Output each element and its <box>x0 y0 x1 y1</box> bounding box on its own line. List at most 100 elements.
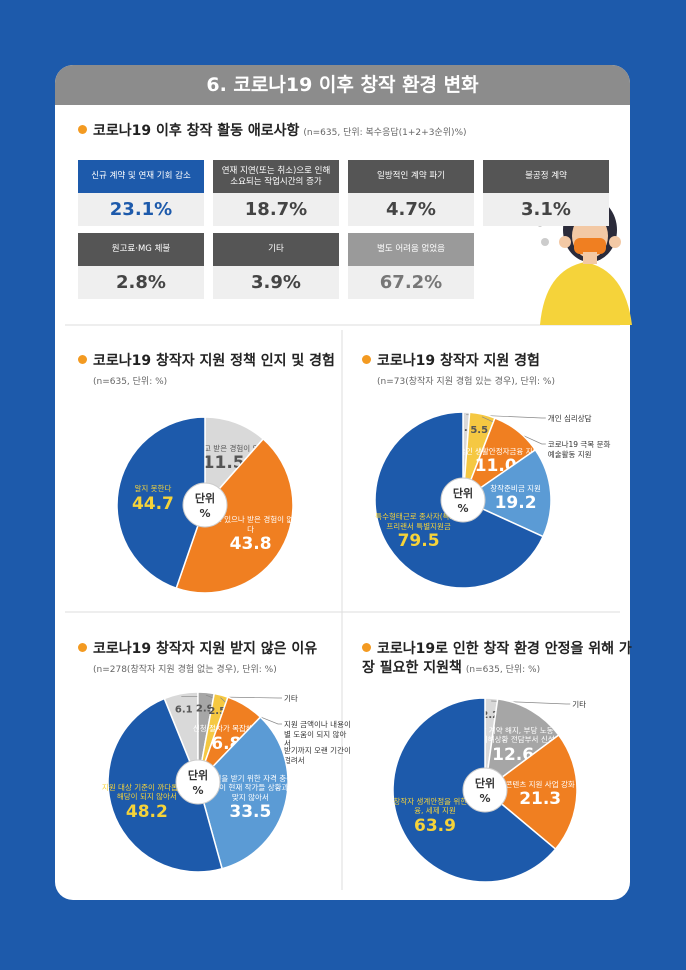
card-value: 2.8% <box>78 266 204 299</box>
center-label: 단위 <box>475 776 495 790</box>
slice-category: 기타 <box>284 694 298 703</box>
leader-line <box>466 414 546 419</box>
slice-value: 2.2 <box>481 710 499 721</box>
section-title: 코로나19 이후 창작 활동 애로사항 (n=635, 단위: 복수응답(1+2+… <box>78 122 467 143</box>
card-label: 연재 지연(또는 취소)으로 인해 소요되는 작업시간의 증가 <box>213 160 339 193</box>
leader-line <box>491 700 571 705</box>
slice-value: 2.9 <box>196 704 214 715</box>
slice-value: 21.3 <box>519 789 562 810</box>
slice-category: 지원 금액이나 내용이 별 도움이 되지 않아서 <box>284 720 351 748</box>
pie-slice <box>483 733 578 851</box>
slice-label-box: 창작자 생계안정을 위한 금융, 세제 지원 63.9 <box>390 781 480 851</box>
slice-category: 알고 있으나 받은 경험이 없다 <box>207 515 294 534</box>
center-unit: % <box>457 502 468 515</box>
card-label: 불공정 계약 <box>483 160 609 193</box>
chart-subtitle: (n=278(창작자 지원 경험 없는 경우), 단위: %) <box>93 665 277 675</box>
slice-value: 11.5 <box>202 453 245 474</box>
slice-label-box: 지원을 받기 위한 자격 충족 기준이 현재 작가들 상황과는 맞지 않아서 33… <box>205 763 295 833</box>
chart-title: 코로나19 창작자 지원 경험 (n=73(창작자 지원 경험 있는 경우), 단… <box>362 352 632 392</box>
slice-value: 6.1 <box>175 705 193 716</box>
slice-label-box: 부당 계약 해지, 부당 노동 등 피해상황 전담부서 신설 12.6 <box>468 710 558 780</box>
card: 원고료·MG 체불 2.8% <box>78 233 204 299</box>
card-label: 일방적인 계약 파기 <box>348 160 474 193</box>
center-unit: % <box>192 784 203 797</box>
chart-title: 코로나19 창작자 지원 정책 인지 및 경험 (n=635, 단위: %) <box>78 352 348 392</box>
pie-slice <box>204 416 265 507</box>
center-unit: % <box>479 792 490 805</box>
slice-label: 코로나19 극복 문화예술활동 지원 <box>547 440 611 459</box>
slice-category: 예술인 생활안정자금융 지원 <box>451 446 540 456</box>
slice-value: 79.5 <box>397 531 440 552</box>
card-label: 원고료·MG 체불 <box>78 233 204 266</box>
section-subtitle: (n=635, 단위: 복수응답(1+2+3순위)%) <box>303 128 467 138</box>
card-label: 별도 어려움 없었음 <box>348 233 474 266</box>
slice-label: 기타 <box>284 694 298 703</box>
chart-title-text: 코로나19 창작자 지원 받지 않은 이유 <box>93 641 318 657</box>
slice-label: 개인 심리상담 <box>547 414 592 423</box>
center-label: 단위 <box>195 491 215 505</box>
card: 신규 계약 및 연재 기회 감소 23.1% <box>78 160 204 226</box>
slice-label-box: 창작준비금 지원 19.2 <box>471 463 561 533</box>
chart-title-text: 코로나19로 인한 창작 환경 안정을 위해 가장 필요한 지원책 <box>362 641 632 676</box>
center-disc <box>440 477 486 523</box>
slice-label-box: 특수형태근로 종사자(특고)/ 프리랜서 특별지원금 79.5 <box>374 497 464 567</box>
pie-slice <box>461 448 552 538</box>
slice-label-box: 지원 대상 기준이 까다롭거나 해당이 되지 않아서 48.2 <box>102 767 192 837</box>
slice-label-box: 알고 있으나 받은 경험이 없다 43.8 <box>206 500 296 570</box>
slice-category: 알고 있고 받은 경험이 있다 <box>180 443 267 453</box>
pie-slice <box>197 716 289 870</box>
slice-category: 콘텐츠 지원 사업 강화 <box>505 779 575 789</box>
slice-value: 2.5 <box>208 706 226 717</box>
slice-label-box: 콘텐츠 지원 사업 강화 21.3 <box>495 760 585 830</box>
slice-value: 33.5 <box>229 802 272 823</box>
slice-value: 12.6 <box>492 744 535 765</box>
chart-subtitle: (n=73(창작자 지원 경험 있는 경우), 단위: %) <box>377 377 555 387</box>
chart-title-text: 코로나19 창작자 지원 경험 <box>377 353 540 369</box>
section-title-text: 코로나19 이후 창작 활동 애로사항 <box>93 123 300 139</box>
card-value: 3.9% <box>213 266 339 299</box>
slice-value: 5.5 <box>470 425 488 436</box>
chart-title: 코로나19로 인한 창작 환경 안정을 위해 가장 필요한 지원책 (n=635,… <box>362 640 632 680</box>
card-value: 67.2% <box>348 266 474 299</box>
slice-value: 63.9 <box>413 815 456 836</box>
center-unit: % <box>199 507 210 520</box>
card-value: 18.7% <box>213 193 339 226</box>
pie-slice <box>116 416 206 590</box>
page-title: 6. 코로나19 이후 창작 환경 변화 <box>55 65 630 105</box>
card-label: 신규 계약 및 연재 기회 감소 <box>78 160 204 193</box>
slice-label: 지원 금액이나 내용이 별 도움이 되지 않아서 <box>284 720 351 748</box>
slice-category: 특수형태근로 종사자(특고)/ 프리랜서 특별지원금 <box>375 512 462 531</box>
center-disc <box>462 767 508 813</box>
chart-subtitle: (n=635, 단위: %) <box>465 665 541 675</box>
card: 별도 어려움 없었음 67.2% <box>348 233 474 299</box>
card-value: 4.7% <box>348 193 474 226</box>
slice-category: 창작자 생계안정을 위한 금융, 세제 지원 <box>393 796 477 816</box>
slice-value: 19.2 <box>494 493 537 514</box>
slice-category: 개인 심리상담 <box>547 414 592 423</box>
slice-category: 신청 절차가 복잡해서 <box>192 724 260 734</box>
center-label: 단위 <box>188 768 208 782</box>
slice-category: 받기까지 오랜 기간이 걸려서 <box>284 746 351 765</box>
slice-category: 부당 계약 해지, 부당 노동 등 피해상황 전담부서 신설 <box>471 725 555 745</box>
center-disc <box>182 482 228 528</box>
slice-label-box: 알지 못한다 44.7 <box>108 464 198 534</box>
slice-value: 44.7 <box>131 493 174 514</box>
card-value: 3.1% <box>483 193 609 226</box>
card: 기타 3.9% <box>213 233 339 299</box>
card: 연재 지연(또는 취소)으로 인해 소요되는 작업시간의 증가 18.7% <box>213 160 339 226</box>
slice-category: 코로나19 극복 문화예술활동 지원 <box>547 440 611 459</box>
slice-label: 받기까지 오랜 기간이 걸려서 <box>284 746 351 765</box>
chart-title-text: 코로나19 창작자 지원 정책 인지 및 경험 <box>93 353 335 369</box>
pie-slice <box>107 697 224 873</box>
slice-label: 기타 <box>572 700 586 709</box>
